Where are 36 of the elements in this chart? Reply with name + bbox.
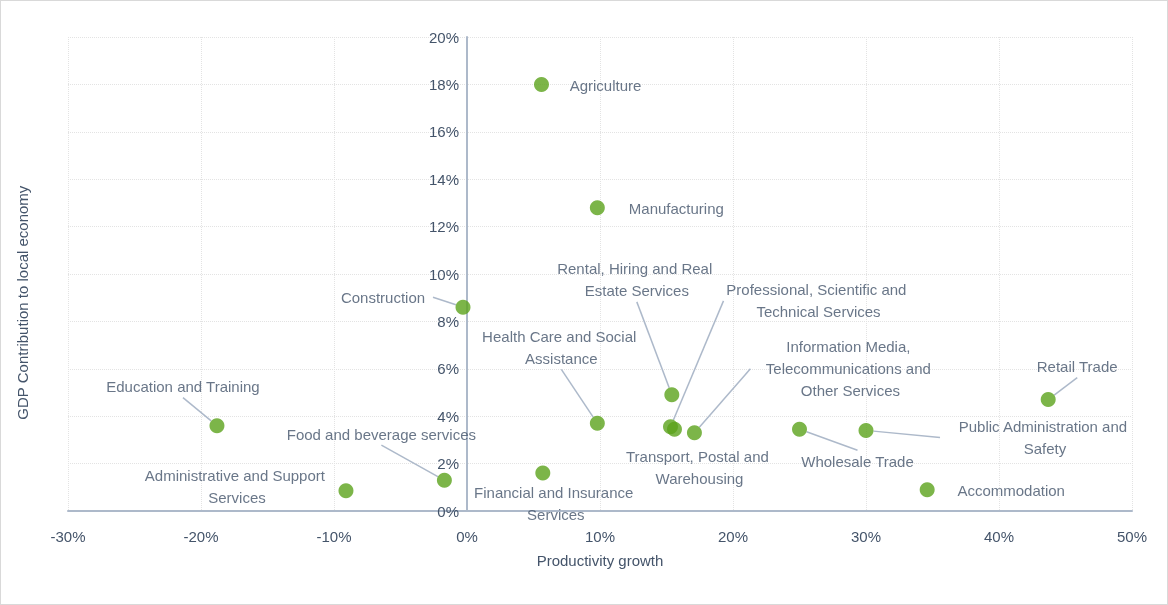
x-tick-label: -10% [316, 528, 352, 545]
annotation: Wholesale Trade [801, 452, 914, 470]
y-tick-label: 4% [437, 407, 459, 425]
y-tick-label: 6% [437, 360, 459, 378]
annotation: Food and beverage services [286, 425, 477, 443]
annotation: Manufacturing [628, 200, 724, 218]
annotation: Accommodation [957, 482, 1065, 500]
x-tick-label: 10% [584, 528, 616, 545]
y-tick-label: 18% [428, 75, 459, 93]
y-tick-label: 12% [428, 218, 459, 236]
y-axis-title: GDP Contribution to local economy [14, 185, 31, 420]
x-tick-label: -20% [183, 528, 219, 545]
y-tick-label: 10% [428, 265, 459, 283]
x-tick-label: 30% [850, 528, 882, 545]
y-tick-label: 8% [437, 312, 459, 330]
y-tick-label: 14% [428, 170, 459, 188]
annotation: Retail Trade [1036, 358, 1118, 376]
annotation: Agriculture [569, 76, 642, 94]
annotation: Health Care and Social Assistance [482, 327, 641, 367]
x-axis-title: Productivity growth [536, 552, 664, 569]
annotation: Information Media, Telecommunications and Other Services [765, 338, 936, 400]
x-tick-label: 50% [1116, 528, 1148, 545]
x-tick-label: 0% [456, 528, 478, 545]
x-tick-label: 40% [983, 528, 1015, 545]
annotation: Education and Training [106, 378, 260, 396]
annotation: Construction [340, 288, 426, 306]
y-tick-label: 0% [437, 502, 459, 520]
y-tick-label: 16% [428, 123, 459, 141]
x-tick-label: 20% [717, 528, 749, 545]
annotation: Administrative and Support Services [144, 467, 330, 507]
y-tick-label: 2% [437, 455, 459, 473]
annotation: Rental, Hiring and Real Estate Services [557, 260, 717, 300]
annotation: Public Administration and Safety [958, 417, 1132, 457]
y-tick-label: 20% [428, 28, 459, 46]
annotation: Professional, Scientific and Technical Services [726, 281, 911, 321]
x-tick-label: -30% [50, 528, 86, 545]
